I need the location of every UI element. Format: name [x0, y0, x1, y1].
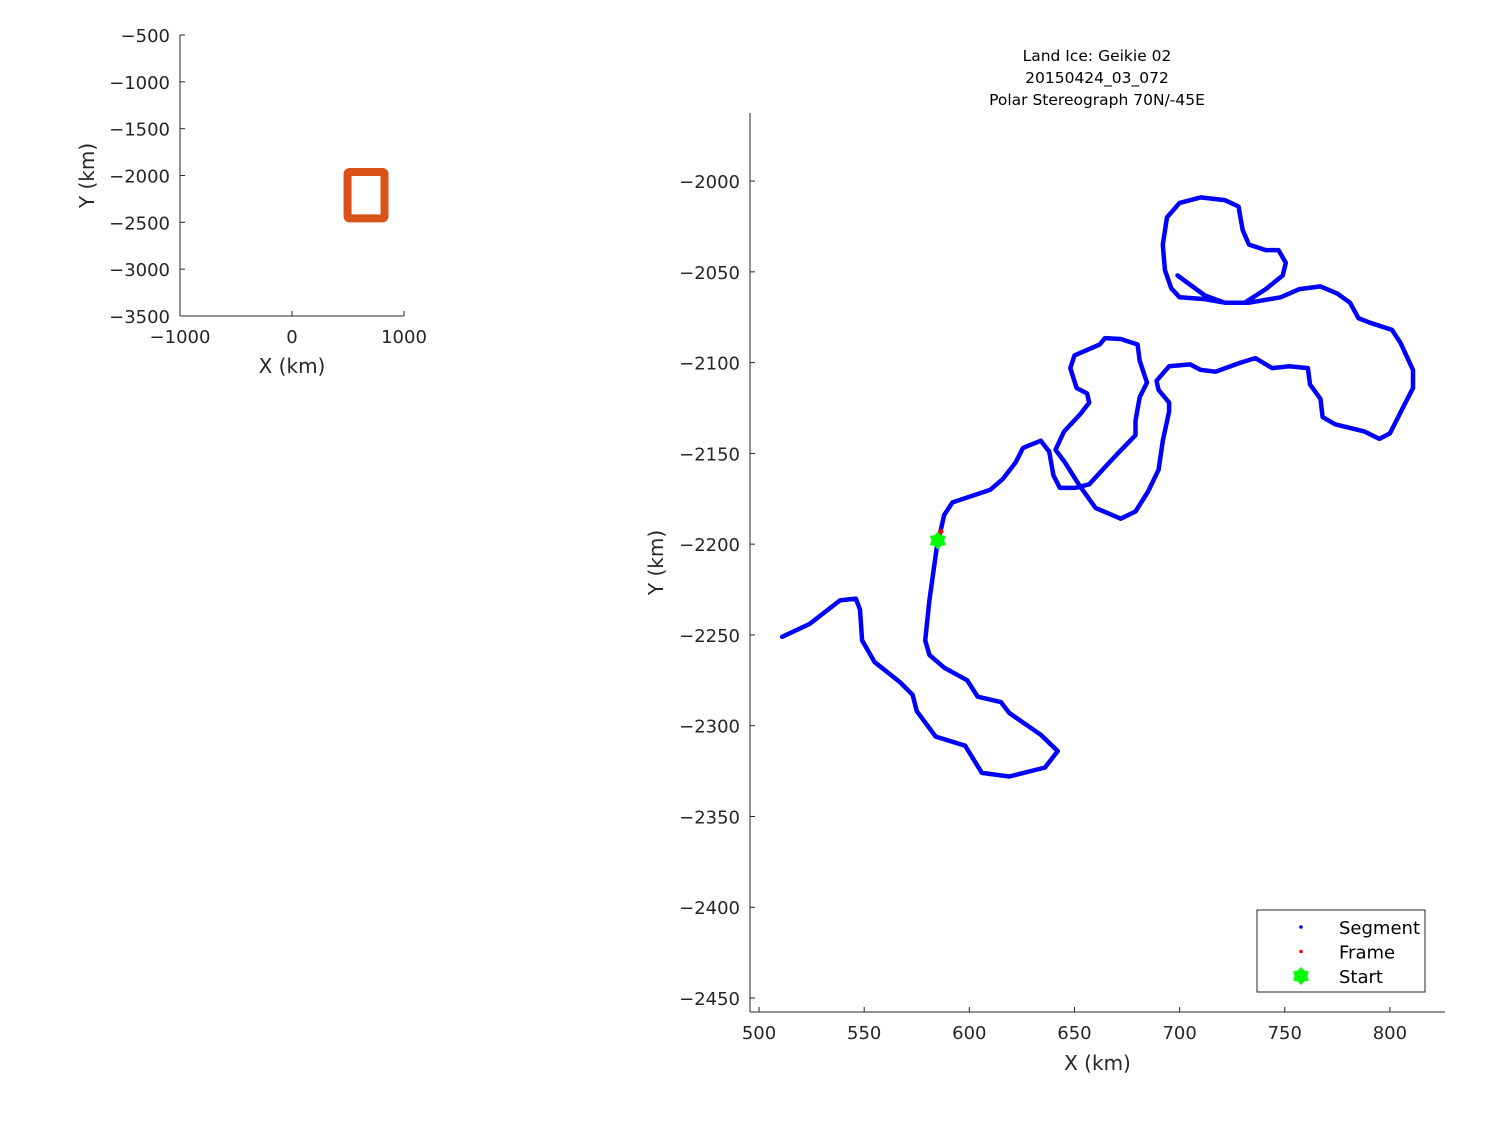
x-tick-label: 750	[1268, 1023, 1302, 1044]
y-tick-label: −2400	[679, 898, 740, 919]
y-tick-label: −1000	[109, 73, 170, 94]
chart-title-line: Land Ice: Geikie 02	[1023, 47, 1172, 65]
y-tick-label: −3000	[109, 260, 170, 281]
y-tick-label: −2000	[109, 167, 170, 188]
x-tick-label: 1000	[381, 327, 427, 348]
legend: Segment Frame Start	[1256, 909, 1426, 993]
main-axes: 500 550 600 650 700 750 800 −2450 −2400 −2350 −230…	[644, 47, 1445, 1075]
y-tick-label: −2300	[679, 717, 740, 738]
y-tick-label: −2150	[679, 444, 740, 465]
y-tick-label: −500	[121, 26, 170, 47]
overview-extent-box	[343, 167, 389, 223]
x-tick-label: 550	[847, 1023, 881, 1044]
legend-segment-icon	[1299, 925, 1303, 929]
y-tick-label: −2000	[679, 172, 740, 193]
legend-segment-label: Segment	[1339, 918, 1420, 939]
legend-frame-label: Frame	[1339, 943, 1395, 964]
y-tick-label: −2050	[679, 263, 740, 284]
frame-point	[938, 528, 944, 534]
legend-start-label: Start	[1339, 967, 1383, 988]
x-tick-label: 500	[742, 1023, 776, 1044]
y-tick-label: −2500	[109, 213, 170, 234]
y-axis-label: Y (km)	[644, 530, 668, 596]
y-tick-label: −2200	[679, 535, 740, 556]
y-tick-label: −2450	[679, 989, 740, 1010]
start-marker	[929, 531, 946, 550]
chart-title-line: 20150424_03_072	[1025, 69, 1169, 88]
x-tick-label: 700	[1162, 1023, 1196, 1044]
x-tick-label: −1000	[150, 327, 211, 348]
y-tick-label: −1500	[109, 120, 170, 141]
y-tick-label: −2250	[679, 626, 740, 647]
y-tick-label: −2100	[679, 354, 740, 375]
y-tick-label: −3500	[109, 307, 170, 328]
chart-title-line: Polar Stereograph 70N/-45E	[989, 91, 1205, 109]
x-tick-label: 600	[952, 1023, 986, 1044]
legend-start-icon	[1293, 966, 1309, 986]
overview-axes: −1000 0 1000 −3500 −3000 −2500 −2000 −1500 −1000…	[75, 26, 427, 378]
x-tick-label: 650	[1057, 1023, 1091, 1044]
y-axis-label: Y (km)	[75, 143, 99, 209]
legend-frame-icon	[1299, 949, 1303, 954]
x-tick-label: 800	[1373, 1023, 1407, 1044]
y-tick-label: −2350	[679, 807, 740, 828]
x-axis-label: X (km)	[259, 354, 326, 378]
segment-track-line	[779, 195, 1416, 779]
x-axis-label: X (km)	[1064, 1051, 1131, 1075]
x-tick-label: 0	[286, 327, 297, 348]
legend-box	[1256, 909, 1426, 993]
